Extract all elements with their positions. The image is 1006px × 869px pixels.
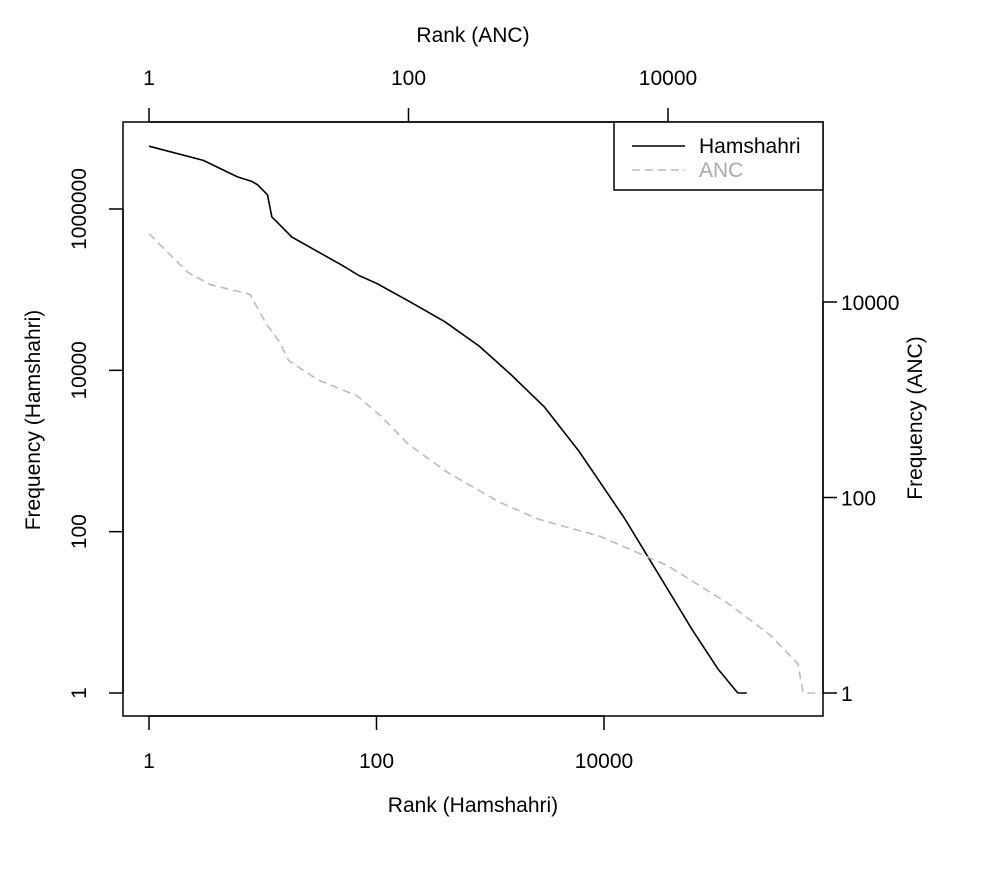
y-left-axis-label: Frequency (Hamshahri)	[22, 310, 45, 531]
x-bottom-tick-label-1: 1	[143, 750, 155, 773]
plot-lines	[148, 145, 821, 694]
y-left-tick-label-1: 1	[68, 687, 91, 699]
y-right-tick-label-10000: 10000	[841, 292, 899, 315]
legend: Hamshahri ANC	[613, 121, 824, 191]
y-right-axis-label: Frequency (ANC)	[904, 336, 927, 499]
legend-box	[613, 121, 824, 191]
legend-label-hamshahri: Hamshahri	[699, 135, 801, 158]
series-line-hamshahri	[148, 145, 747, 694]
x-bottom-axis-label: Rank (Hamshahri)	[388, 794, 558, 817]
y-left-tick-label-10000: 10000	[68, 341, 91, 399]
x-bottom-tick-label-10000: 10000	[575, 750, 633, 773]
series-line-anc	[148, 233, 821, 694]
x-top-tick-label-10000: 10000	[639, 67, 697, 90]
plot-frame	[122, 121, 824, 717]
y-right-tick-label-1: 1	[841, 683, 853, 706]
x-top-tick-label-100: 100	[391, 67, 426, 90]
legend-label-anc: ANC	[699, 159, 743, 182]
y-right-tick-label-100: 100	[841, 488, 876, 511]
y-left-tick-label-100: 100	[68, 514, 91, 549]
x-top-axis-label: Rank (ANC)	[416, 24, 529, 47]
axes-layer: 1 100 10000 1 100 10000 1 100 10000 1000000 1 100 10…	[68, 67, 899, 773]
x-top-tick-label-1: 1	[143, 67, 155, 90]
x-bottom-tick-label-100: 100	[359, 750, 394, 773]
y-left-tick-label-1000000: 1000000	[68, 168, 91, 250]
